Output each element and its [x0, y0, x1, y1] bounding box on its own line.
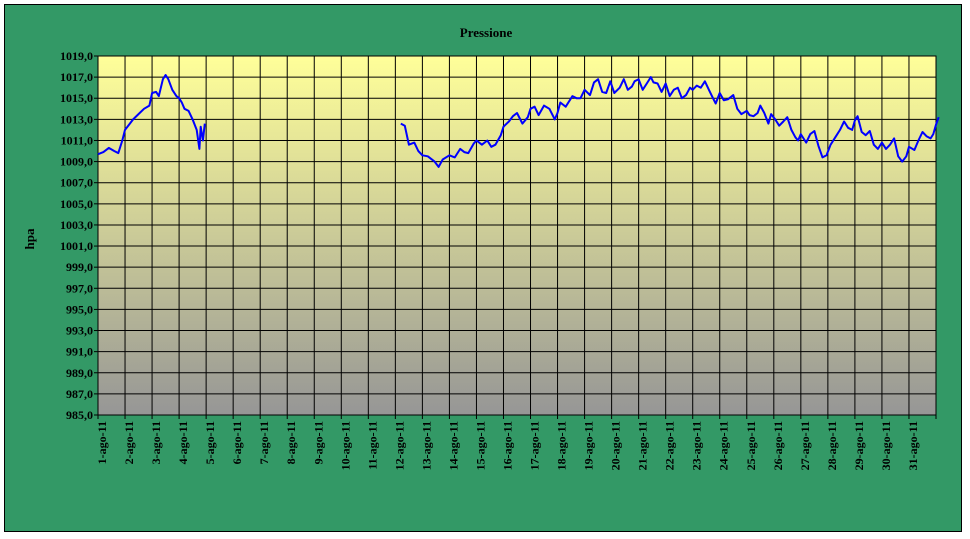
- y-tick-label: 1013,0: [60, 112, 93, 126]
- x-tick-label: 5-ago-11: [203, 421, 217, 464]
- y-tick-label: 999,0: [66, 260, 93, 274]
- x-tick-label: 17-ago-11: [528, 421, 542, 470]
- x-tick-label: 24-ago-11: [717, 421, 731, 470]
- x-tick-label: 9-ago-11: [311, 421, 325, 464]
- x-tick-label: 26-ago-11: [771, 421, 785, 470]
- y-tick-label: 993,0: [66, 324, 93, 338]
- y-tick-label: 1015,0: [60, 91, 93, 105]
- y-tick-label: 1019,0: [60, 49, 93, 63]
- x-tick-label: 12-ago-11: [392, 421, 406, 470]
- x-tick-label: 4-ago-11: [176, 421, 190, 464]
- y-tick-label: 1011,0: [61, 133, 93, 147]
- pressure-chart: Pressione 1019,0 1017,0 1015,0 1013,0 1011,0…: [22, 25, 940, 470]
- x-tick-label: 29-ago-11: [852, 421, 866, 470]
- y-tick-label: 1005,0: [60, 197, 93, 211]
- y-tick-label: 991,0: [66, 345, 93, 359]
- x-tick-label: 2-ago-11: [122, 421, 136, 464]
- series-line: [97, 74, 206, 156]
- y-tick-label: 997,0: [66, 281, 93, 295]
- x-tick-label: 6-ago-11: [230, 421, 244, 464]
- x-tick-label: 22-ago-11: [663, 421, 677, 470]
- x-tick-label: 25-ago-11: [744, 421, 758, 470]
- chart-frame: Pressione 1019,0 1017,0 1015,0 1013,0 1011,0…: [4, 4, 962, 532]
- series-layer: [97, 74, 940, 168]
- x-tick-label: 16-ago-11: [500, 421, 514, 470]
- x-tick-label: 27-ago-11: [798, 421, 812, 470]
- y-tick-label: 1007,0: [60, 176, 93, 190]
- x-tick-label: 11-ago-11: [365, 421, 379, 470]
- x-tick-label: 23-ago-11: [690, 421, 704, 470]
- chart-title: Pressione: [460, 25, 513, 40]
- y-tick-label: 1003,0: [60, 218, 93, 232]
- y-tick-label: 987,0: [66, 387, 93, 401]
- y-tick-label: 1001,0: [60, 239, 93, 253]
- x-tick-label: 3-ago-11: [149, 421, 163, 464]
- grid-lines: [97, 55, 937, 416]
- y-axis-label: hpa: [22, 228, 37, 249]
- y-tick-label: 995,0: [66, 302, 93, 316]
- x-tick-label: 18-ago-11: [555, 421, 569, 470]
- x-axis-ticks: 1-ago-11 2-ago-11 3-ago-11 4-ago-11 5-ago-11…: [95, 415, 937, 470]
- x-tick-label: 19-ago-11: [582, 421, 596, 470]
- x-tick-label: 31-ago-11: [906, 421, 920, 470]
- y-tick-label: 1009,0: [60, 155, 93, 169]
- x-tick-label: 21-ago-11: [636, 421, 650, 470]
- y-tick-label: 1017,0: [60, 70, 93, 84]
- x-tick-label: 7-ago-11: [257, 421, 271, 464]
- x-tick-label: 15-ago-11: [473, 421, 487, 470]
- x-tick-label: 28-ago-11: [825, 421, 839, 470]
- y-axis-ticks: 1019,0 1017,0 1015,0 1013,0 1011,0 1009,0 1007…: [60, 49, 98, 422]
- x-tick-label: 8-ago-11: [284, 421, 298, 464]
- y-tick-label: 985,0: [66, 408, 93, 422]
- y-tick-label: 989,0: [66, 366, 93, 380]
- x-tick-label: 13-ago-11: [419, 421, 433, 470]
- x-tick-label: 20-ago-11: [609, 421, 623, 470]
- x-tick-label: 1-ago-11: [95, 421, 109, 464]
- x-tick-label: 10-ago-11: [338, 421, 352, 470]
- x-tick-label: 14-ago-11: [446, 421, 460, 470]
- x-tick-label: 30-ago-11: [879, 421, 893, 470]
- plot-area: [97, 55, 937, 416]
- series-line: [400, 76, 940, 168]
